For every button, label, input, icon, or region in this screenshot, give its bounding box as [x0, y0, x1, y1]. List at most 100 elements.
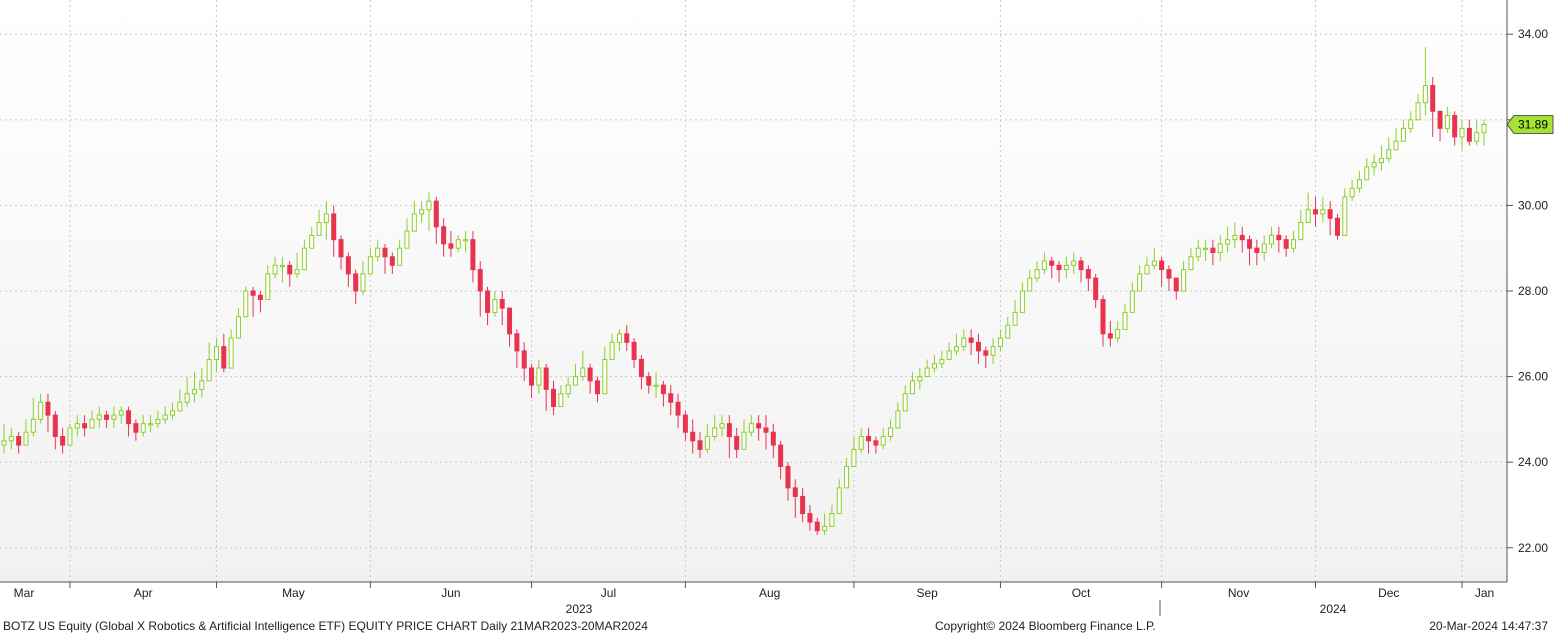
candle-body: [1225, 239, 1231, 245]
candle: [946, 342, 952, 360]
candle: [206, 342, 212, 382]
candle: [118, 406, 124, 424]
candle-body: [1254, 247, 1260, 253]
candle: [1356, 171, 1362, 193]
candle-body: [1122, 311, 1128, 331]
candle-body: [426, 200, 432, 211]
candle-body: [360, 273, 366, 292]
candle-body: [30, 418, 36, 433]
timestamp: 20-Mar-2024 14:47:37: [1429, 619, 1548, 633]
candle-body: [1049, 260, 1055, 266]
candle-body: [23, 431, 29, 446]
candle-body: [1151, 260, 1157, 266]
candle-body: [250, 290, 256, 296]
candle: [873, 436, 879, 454]
candle: [1063, 256, 1069, 279]
candle: [1005, 316, 1011, 339]
candle: [866, 427, 872, 454]
candle-body: [631, 341, 637, 360]
candle-body: [1422, 85, 1428, 104]
candle: [594, 376, 600, 403]
candle: [1049, 256, 1055, 279]
candle-body: [1159, 260, 1165, 271]
candle: [741, 419, 747, 450]
candle-body: [221, 346, 227, 369]
candle-body: [133, 423, 139, 433]
candle-body: [433, 200, 439, 228]
candle: [668, 385, 674, 416]
candle: [1342, 188, 1348, 236]
candle-body: [499, 299, 505, 309]
candle: [1261, 235, 1267, 262]
candle-body: [397, 247, 403, 266]
candle-body: [191, 388, 197, 395]
candle-body: [895, 410, 901, 429]
candle-body: [1107, 333, 1113, 339]
candle-body: [1188, 256, 1194, 271]
candle-body: [265, 273, 271, 301]
candle: [814, 517, 820, 535]
candle: [426, 192, 432, 232]
candle-body: [1129, 290, 1135, 313]
candle: [1254, 239, 1260, 266]
candle-body: [294, 269, 300, 275]
candle-body: [389, 256, 395, 266]
candle: [1247, 235, 1253, 266]
candle: [382, 243, 388, 274]
candle-body: [477, 269, 483, 292]
candle: [543, 363, 549, 411]
candle-body: [507, 307, 513, 335]
candle: [1474, 119, 1480, 146]
candle: [551, 380, 557, 416]
candle: [1364, 158, 1370, 181]
candle: [961, 329, 967, 351]
candle-body: [89, 418, 95, 429]
candle: [690, 419, 696, 454]
candle-body: [463, 239, 469, 242]
candle-body: [858, 436, 864, 450]
candle: [470, 231, 476, 283]
candle: [1371, 154, 1377, 176]
candle-body: [814, 521, 820, 532]
candle: [126, 406, 132, 437]
candle: [1, 423, 7, 454]
candle: [858, 427, 864, 454]
candle-body: [646, 376, 652, 386]
candle-body: [1019, 290, 1025, 313]
candle-body: [521, 350, 527, 369]
candle: [184, 376, 190, 407]
candle: [822, 513, 828, 535]
candle-body: [616, 333, 622, 343]
candle-body: [675, 401, 681, 416]
candle: [719, 415, 725, 437]
candle: [1173, 277, 1179, 300]
candle: [895, 402, 901, 429]
candle: [1195, 239, 1201, 262]
candle-body: [1349, 187, 1355, 198]
candle-body: [331, 213, 337, 241]
candle: [82, 415, 88, 437]
candle-body: [1063, 264, 1069, 271]
candle: [235, 308, 241, 339]
candle-body: [272, 264, 278, 275]
candle-body: [1408, 119, 1414, 129]
candle-body: [536, 367, 542, 386]
candle-body: [1466, 127, 1472, 142]
candle: [953, 333, 959, 356]
candle-body: [1430, 85, 1436, 112]
candle-body: [301, 247, 307, 271]
candle: [1437, 110, 1443, 142]
y-tick-label: 28.00: [1518, 284, 1548, 298]
candle: [492, 291, 498, 317]
candle: [1012, 299, 1018, 326]
candle: [463, 231, 469, 253]
candle-body: [1247, 239, 1253, 249]
candle: [433, 196, 439, 244]
candle: [272, 256, 278, 279]
candle-body: [228, 337, 234, 369]
last-price-box: [1506, 115, 1554, 134]
candle: [770, 423, 776, 458]
candle: [1291, 231, 1297, 253]
candle-body: [836, 487, 842, 515]
